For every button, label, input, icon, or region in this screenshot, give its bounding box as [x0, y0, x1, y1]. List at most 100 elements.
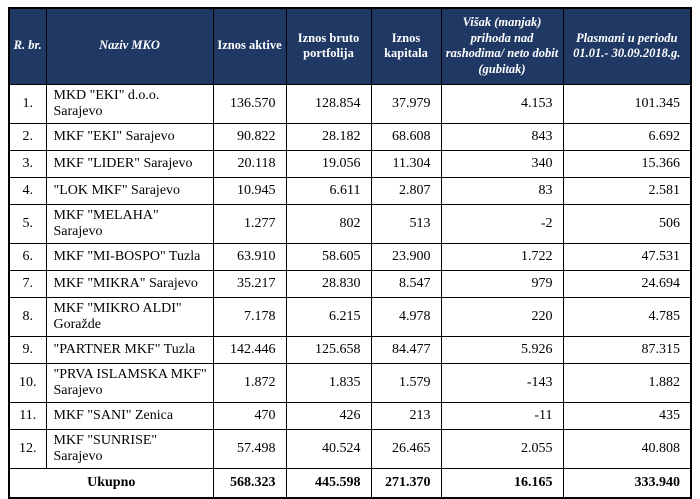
kapital-cell: 37.979	[370, 83, 442, 124]
header-row: R. br. Naziv MKO Iznos aktive Iznos brut…	[8, 7, 692, 85]
kapital-cell: 68.608	[370, 122, 442, 151]
bruto-portfolio-cell: 426	[285, 402, 372, 431]
plasmani-cell: 87.315	[562, 336, 692, 365]
kapital-cell: 84.477	[370, 336, 442, 365]
row-number-cell: 7.	[8, 269, 47, 298]
plasmani-cell: 24.694	[562, 269, 692, 298]
col-header-iznos-aktive: Iznos aktive	[212, 7, 287, 85]
table-row: 2. MKF "EKI" Sarajevo 90.822 28.182 68.6…	[8, 122, 692, 151]
bruto-portfolio-cell: 6.215	[285, 296, 372, 338]
visak-cell: 2.055	[440, 429, 564, 470]
visak-cell: -2	[440, 203, 564, 244]
totals-visak-cell: 16.165	[440, 468, 564, 499]
kapital-cell: 213	[370, 402, 442, 431]
table-row: 10. "PRVA ISLAMSKA MKF" Sarajevo 1.872 1…	[8, 363, 692, 404]
table-body: 1. MKD "EKI" d.o.o. Sarajevo 136.570 128…	[8, 83, 692, 470]
table-row: 5. MKF "MELAHA" Sarajevo 1.277 802 513 -…	[8, 203, 692, 244]
plasmani-cell: 15.366	[562, 149, 692, 178]
kapital-cell: 11.304	[370, 149, 442, 178]
plasmani-cell: 506	[562, 203, 692, 244]
aktiva-cell: 20.118	[212, 149, 287, 178]
aktiva-cell: 10.945	[212, 176, 287, 205]
row-number-cell: 8.	[8, 296, 47, 338]
mko-name-cell: MKF "EKI" Sarajevo	[45, 122, 214, 151]
bruto-portfolio-cell: 125.658	[285, 336, 372, 365]
mko-name-cell: MKF "LIDER" Sarajevo	[45, 149, 214, 178]
mko-name-cell: MKF "SANI" Zenica	[45, 402, 214, 431]
plasmani-cell: 6.692	[562, 122, 692, 151]
table-row: 7. MKF "MIKRA" Sarajevo 35.217 28.830 8.…	[8, 269, 692, 298]
bruto-portfolio-cell: 28.182	[285, 122, 372, 151]
kapital-cell: 23.900	[370, 242, 442, 271]
mko-name-cell: MKF "MIKRO ALDI" Goražde	[45, 296, 214, 338]
col-header-visak-manjak: Višak (manjak) prihoda nad rashodima/ ne…	[440, 7, 564, 85]
mko-name-cell: "PARTNER MKF" Tuzla	[45, 336, 214, 365]
col-header-plasmani: Plasmani u periodu 01.01.- 30.09.2018.g.	[562, 7, 692, 85]
totals-label-cell: Ukupno	[8, 468, 214, 499]
aktiva-cell: 63.910	[212, 242, 287, 271]
visak-cell: 83	[440, 176, 564, 205]
aktiva-cell: 470	[212, 402, 287, 431]
bruto-portfolio-cell: 58.605	[285, 242, 372, 271]
totals-aktiva-cell: 568.323	[212, 468, 287, 499]
row-number-cell: 12.	[8, 429, 47, 470]
row-number-cell: 1.	[8, 83, 47, 124]
aktiva-cell: 1.872	[212, 363, 287, 404]
plasmani-cell: 101.345	[562, 83, 692, 124]
document-page: R. br. Naziv MKO Iznos aktive Iznos brut…	[8, 7, 692, 499]
kapital-cell: 2.807	[370, 176, 442, 205]
totals-plasmani-cell: 333.940	[562, 468, 692, 499]
visak-cell: 220	[440, 296, 564, 338]
visak-cell: 1.722	[440, 242, 564, 271]
bruto-portfolio-cell: 28.830	[285, 269, 372, 298]
table-row: 3. MKF "LIDER" Sarajevo 20.118 19.056 11…	[8, 149, 692, 178]
mko-name-cell: MKD "EKI" d.o.o. Sarajevo	[45, 83, 214, 124]
bruto-portfolio-cell: 19.056	[285, 149, 372, 178]
mko-financials-table: R. br. Naziv MKO Iznos aktive Iznos brut…	[8, 7, 692, 499]
table-footer: Ukupno 568.323 445.598 271.370 16.165 33…	[8, 468, 692, 499]
kapital-cell: 4.978	[370, 296, 442, 338]
aktiva-cell: 57.498	[212, 429, 287, 470]
totals-row: Ukupno 568.323 445.598 271.370 16.165 33…	[8, 468, 692, 499]
kapital-cell: 513	[370, 203, 442, 244]
row-number-cell: 6.	[8, 242, 47, 271]
kapital-cell: 8.547	[370, 269, 442, 298]
col-header-row-number: R. br.	[8, 7, 47, 85]
visak-cell: 4.153	[440, 83, 564, 124]
mko-name-cell: "LOK MKF" Sarajevo	[45, 176, 214, 205]
mko-name-cell: MKF "SUNRISE" Sarajevo	[45, 429, 214, 470]
table-row: 4. "LOK MKF" Sarajevo 10.945 6.611 2.807…	[8, 176, 692, 205]
table-row: 9. "PARTNER MKF" Tuzla 142.446 125.658 8…	[8, 336, 692, 365]
mko-name-cell: MKF "MI-BOSPO" Tuzla	[45, 242, 214, 271]
bruto-portfolio-cell: 1.835	[285, 363, 372, 404]
mko-name-cell: "PRVA ISLAMSKA MKF" Sarajevo	[45, 363, 214, 404]
bruto-portfolio-cell: 128.854	[285, 83, 372, 124]
row-number-cell: 3.	[8, 149, 47, 178]
plasmani-cell: 40.808	[562, 429, 692, 470]
row-number-cell: 5.	[8, 203, 47, 244]
row-number-cell: 11.	[8, 402, 47, 431]
bruto-portfolio-cell: 40.524	[285, 429, 372, 470]
visak-cell: 843	[440, 122, 564, 151]
bruto-portfolio-cell: 802	[285, 203, 372, 244]
table-row: 11. MKF "SANI" Zenica 470 426 213 -11 43…	[8, 402, 692, 431]
mko-name-cell: MKF "MIKRA" Sarajevo	[45, 269, 214, 298]
plasmani-cell: 4.785	[562, 296, 692, 338]
bruto-portfolio-cell: 6.611	[285, 176, 372, 205]
row-number-cell: 2.	[8, 122, 47, 151]
plasmani-cell: 1.882	[562, 363, 692, 404]
visak-cell: -143	[440, 363, 564, 404]
kapital-cell: 26.465	[370, 429, 442, 470]
table-header: R. br. Naziv MKO Iznos aktive Iznos brut…	[8, 7, 692, 85]
table-row: 8. MKF "MIKRO ALDI" Goražde 7.178 6.215 …	[8, 296, 692, 338]
plasmani-cell: 2.581	[562, 176, 692, 205]
row-number-cell: 10.	[8, 363, 47, 404]
aktiva-cell: 35.217	[212, 269, 287, 298]
mko-name-cell: MKF "MELAHA" Sarajevo	[45, 203, 214, 244]
row-number-cell: 4.	[8, 176, 47, 205]
col-header-iznos-kapitala: Iznos kapitala	[370, 7, 442, 85]
kapital-cell: 1.579	[370, 363, 442, 404]
col-header-naziv-mko: Naziv MKO	[45, 7, 214, 85]
aktiva-cell: 7.178	[212, 296, 287, 338]
table-row: 6. MKF "MI-BOSPO" Tuzla 63.910 58.605 23…	[8, 242, 692, 271]
